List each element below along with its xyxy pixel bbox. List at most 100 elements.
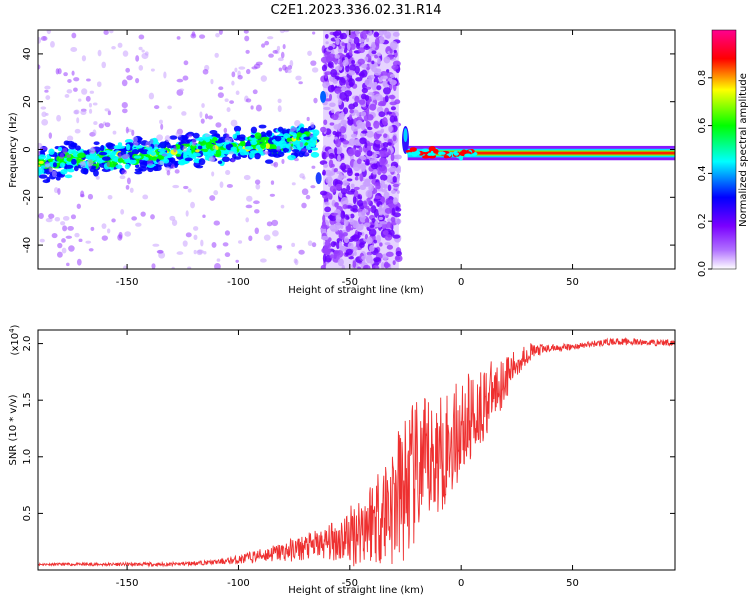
spectrogram-cell [74,109,80,115]
spectrogram-cell [357,231,363,236]
spectrogram-cell [198,158,206,166]
spectrogram-cell [366,130,374,138]
spectrogram-cell [250,150,259,154]
spectrogram-cell [305,151,309,156]
spectrogram-cell [337,154,341,162]
spectrogram-cell [90,226,95,231]
spectrogram-cell [199,34,206,39]
spectrogram-cell [395,250,402,257]
spectrogram-cell [219,181,224,188]
spectrogram-cell [392,260,396,266]
spectrogram-cell [213,220,220,226]
spectrogram-cell [309,142,315,147]
spectrogram-cell [250,126,258,134]
spectrogram-cell [66,262,70,267]
spectrogram-cell [352,246,358,251]
spectrogram-cell [390,153,395,162]
spectrogram-cell [362,200,367,205]
spectrogram-cell [312,31,316,35]
spectrogram-cell [73,165,79,172]
spectrogram-cell [280,204,285,209]
spectrogram-cell [160,123,164,130]
spectrogram-cell [38,160,44,164]
spectrogram-cell [255,183,261,190]
spectrogram-cell [243,174,251,181]
spectrogram-cell [350,183,355,188]
spectrogram-cell [342,232,348,237]
spectrogram-cell [282,44,286,50]
spectrogram-cell [352,220,359,229]
spectrogram-cell [339,77,346,87]
spectrogram-cell [334,147,338,155]
spectrogram-cell [324,201,330,206]
spectrogram-cell [76,203,81,209]
spectrogram-cell [301,148,308,152]
spectrogram-cell [149,138,154,145]
spectrogram-cell [238,136,246,142]
spectrogram-cell [376,130,384,135]
spectrogram-cell [324,72,328,79]
spectrogram-cell [396,174,400,183]
spectrogram-cell [141,52,149,60]
spectrogram-cell [41,111,47,118]
spectrogram-cell [170,164,176,169]
spectrogram-cell [95,175,100,180]
y-tick-label: 0.5 [22,505,33,521]
spectrogram-cell [345,81,350,86]
spectrogram-cell [248,235,253,242]
spectrogram-cell [224,230,230,236]
spectrogram-cell [235,130,241,136]
spectrogram-cell [327,193,333,200]
spectrogram-cell [200,239,204,247]
spectrogram-cell [68,245,75,252]
spectrogram-cell [311,67,319,73]
spectrogram-cell [124,159,132,164]
spectrogram-cell [197,145,203,150]
spectrogram-cell [221,156,230,163]
spectrogram-xlabel: Height of straight line (km) [288,285,424,296]
spectrogram-cell [157,154,164,160]
spectrogram-cell [237,74,243,80]
spectrogram-cell [73,87,78,92]
spectrogram-cell [327,85,335,93]
spectrogram-cell [369,244,375,252]
spectrogram-cell [382,80,389,88]
spectrogram-cell [366,150,373,157]
colorbar-label: Normalized spectral amplitude [738,73,749,227]
spectrogram-cell [125,143,131,151]
snr-scale-label: (x104) [8,324,21,355]
spectrogram-cell [62,147,68,154]
x-tick-label: 0 [458,277,464,288]
spectrogram-cell [343,48,348,54]
x-tick-label: -150 [116,277,139,288]
spectrogram-cell [176,36,181,40]
spectrogram-cell [254,152,261,160]
spectrogram-cell [277,151,285,157]
spectrogram-cell [396,190,400,194]
spectrogram-cell [294,158,299,162]
spectrogram-cell [169,135,178,140]
spectrogram-cell [106,228,111,234]
spectrogram-cell [361,63,368,69]
spectrogram-cell [80,167,89,175]
spectrogram-cell [366,114,374,121]
spectrogram-cell [76,117,80,124]
spectrogram-cell [360,111,367,117]
spectrogram-cell [231,158,235,163]
spectrogram-cell [125,67,131,73]
spectrogram-cell [328,53,335,62]
spectrogram-cell [45,95,51,100]
spectrogram-cell [215,149,222,156]
spectrogram-cell [311,165,316,169]
spectrogram-cell [393,155,399,160]
spectrogram-cell [235,259,239,263]
spectrogram-cell [51,233,58,239]
spectrogram-cell [212,145,216,150]
spectrogram-cell [269,193,276,197]
spectrogram-cell [44,85,51,90]
spectrogram-cell [289,60,294,67]
spectrogram-cell [104,122,111,128]
spectrogram-cell [163,71,167,79]
spectrogram-cell [386,35,391,39]
spectrogram-cell [384,207,392,214]
